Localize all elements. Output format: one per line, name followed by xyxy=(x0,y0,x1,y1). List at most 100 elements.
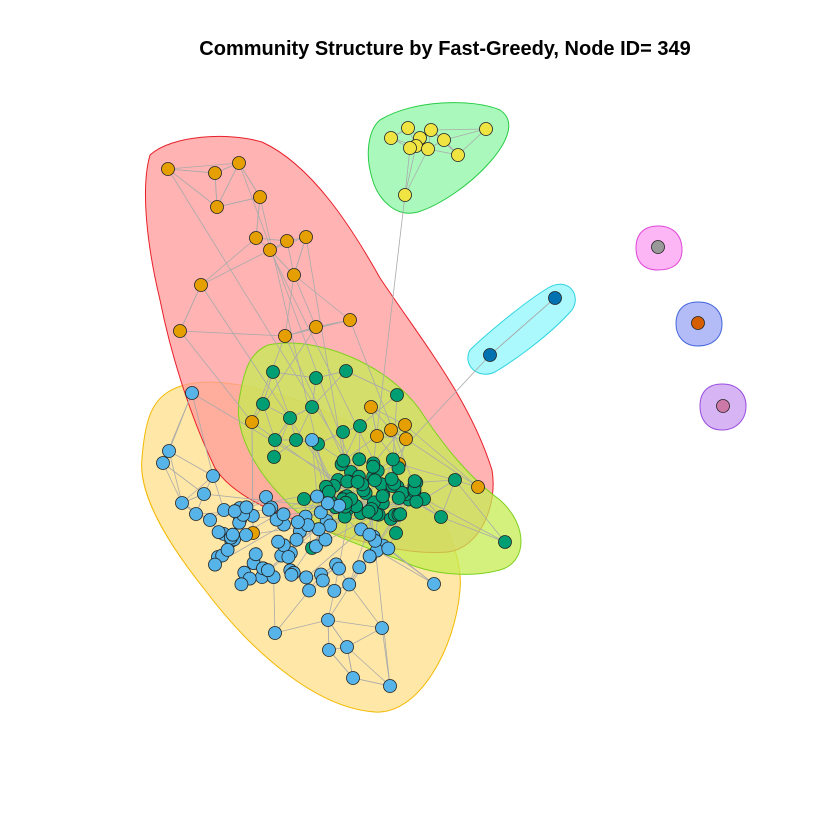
network-edge xyxy=(273,417,291,458)
network-node-red xyxy=(384,423,398,437)
network-node-yellow xyxy=(327,584,342,598)
network-edge xyxy=(489,297,556,356)
network-node-yellow xyxy=(248,547,263,562)
network-node-yellow xyxy=(381,541,396,556)
network-node-red xyxy=(299,230,313,244)
network-node-red xyxy=(280,234,294,248)
network-edge xyxy=(349,319,415,486)
network-node-yellow xyxy=(322,643,336,657)
network-node-yellow xyxy=(271,534,286,549)
network-edge xyxy=(216,196,261,208)
network-node-yellow xyxy=(185,386,199,400)
network-edge xyxy=(404,147,411,196)
network-node-green xyxy=(421,142,435,156)
network-edge xyxy=(346,646,391,687)
network-edge xyxy=(293,274,351,321)
network-edge xyxy=(274,619,329,634)
network-edge xyxy=(454,479,506,543)
network-node-yellow xyxy=(156,456,170,470)
network-edge xyxy=(273,577,276,634)
network-node-lime xyxy=(409,494,424,509)
network-node-lime xyxy=(268,433,282,447)
network-node-yellow xyxy=(302,583,317,598)
network-node-yellow xyxy=(323,518,338,533)
network-edge xyxy=(359,394,398,427)
network-node-yellow xyxy=(261,502,276,517)
network-node-yellow xyxy=(332,498,347,513)
network-edge xyxy=(274,590,310,634)
network-node-lime xyxy=(361,504,376,519)
network-node-red xyxy=(399,432,413,446)
network-node-blue xyxy=(691,316,705,330)
network-node-red xyxy=(471,480,485,494)
network-node-red xyxy=(364,400,378,414)
network-node-red xyxy=(253,190,267,204)
network-edge xyxy=(423,498,506,543)
network-node-yellow xyxy=(342,577,357,592)
network-node-lime xyxy=(352,452,367,467)
network-node-cyan xyxy=(483,348,497,362)
network-node-lime xyxy=(267,450,281,464)
network-node-yellow xyxy=(175,496,189,510)
network-edge xyxy=(200,249,271,286)
network-node-green xyxy=(384,131,398,145)
network-node-yellow xyxy=(220,543,235,557)
network-node-yellow xyxy=(346,671,360,685)
network-node-purple xyxy=(716,399,730,413)
network-edge xyxy=(343,435,378,462)
network-edge xyxy=(272,371,291,419)
network-node-yellow xyxy=(227,504,242,519)
network-node-red xyxy=(370,429,384,443)
network-node-yellow xyxy=(260,563,275,578)
network-edge xyxy=(430,128,487,131)
network-edge xyxy=(348,584,383,629)
network-node-red xyxy=(278,329,292,343)
network-edge xyxy=(168,450,183,504)
network-node-lime xyxy=(350,474,365,489)
network-edge xyxy=(440,516,506,543)
network-node-red xyxy=(208,166,222,180)
network-node-yellow xyxy=(289,532,304,547)
network-edge xyxy=(191,392,339,481)
network-node-yellow xyxy=(206,469,220,483)
network-node-yellow xyxy=(362,527,377,542)
network-edge xyxy=(327,619,383,629)
network-node-red xyxy=(263,243,277,257)
network-edge xyxy=(398,463,479,488)
network-edge xyxy=(404,145,417,196)
network-edge xyxy=(443,128,487,141)
network-edge xyxy=(200,284,347,504)
network-node-yellow xyxy=(239,500,254,515)
network-edge xyxy=(404,148,429,196)
network-node-lime xyxy=(283,411,297,425)
network-edge xyxy=(293,274,317,328)
network-edge xyxy=(167,162,240,170)
network-node-yellow xyxy=(290,515,305,529)
network-edge xyxy=(179,284,202,332)
network-node-lime xyxy=(393,507,408,522)
network-node-lime xyxy=(339,364,353,378)
network-node-lime xyxy=(309,371,323,385)
network-node-lime xyxy=(434,510,448,524)
network-node-yellow xyxy=(340,640,354,654)
network-node-lime xyxy=(384,472,399,486)
network-node-lime xyxy=(266,365,280,379)
network-edge xyxy=(168,450,214,477)
network-edge xyxy=(345,370,398,396)
network-node-yellow xyxy=(318,532,333,547)
network-node-lime xyxy=(367,473,382,488)
network-node-red xyxy=(249,231,263,245)
network-node-green xyxy=(403,141,417,155)
network-node-magenta xyxy=(651,240,665,254)
network-node-lime xyxy=(391,491,406,505)
network-edge xyxy=(373,424,406,464)
network-edge xyxy=(191,392,214,477)
network-node-green xyxy=(424,123,438,137)
network-node-yellow xyxy=(375,621,389,635)
network-edge xyxy=(405,438,479,488)
network-node-lime xyxy=(366,459,380,474)
network-edge xyxy=(167,168,218,208)
network-node-red xyxy=(161,162,175,176)
network-node-yellow xyxy=(208,557,222,572)
